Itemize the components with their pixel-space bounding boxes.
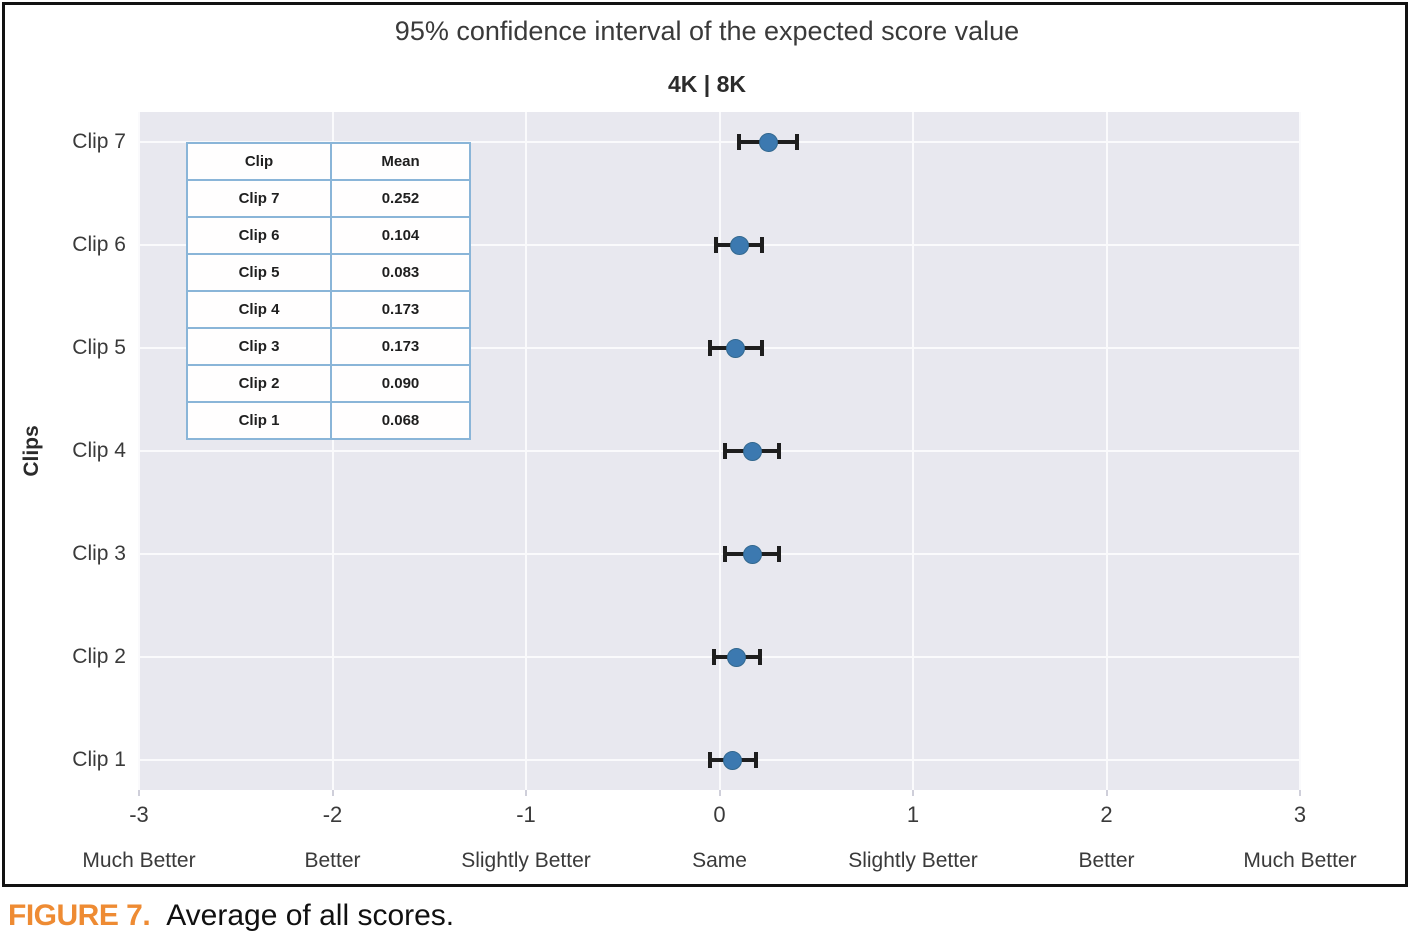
y-axis-tick-label: Clip 1 [72, 748, 126, 771]
x-axis-tick-label: -2 [322, 802, 343, 827]
inset-table-clip-cell: Clip 1 [186, 401, 332, 440]
inset-table-clip-cell: Clip 6 [186, 216, 332, 255]
y-axis-tick-label: Clip 5 [72, 336, 126, 359]
inset-table-row: Clip 4 0.173 [186, 290, 471, 329]
confidence-interval-cap-right [760, 237, 765, 253]
confidence-interval-cap-left [711, 649, 716, 665]
inset-table-row: Clip 1 0.068 [186, 401, 471, 440]
y-axis-tick-label: Clip 3 [72, 542, 126, 565]
inset-table-mean-cell: 0.252 [330, 179, 471, 218]
confidence-interval-cap-right [754, 752, 759, 768]
mean-data-point [727, 647, 747, 667]
inset-table-mean-cell: 0.173 [330, 327, 471, 366]
confidence-interval-cap-left [736, 134, 741, 150]
x-axis-tick-mark [1299, 790, 1301, 796]
chart-subtitle: 4K | 8K [667, 71, 747, 97]
figure-caption-text: Average of all scores. [166, 899, 455, 932]
y-axis-tick-label: Clip 6 [72, 233, 126, 256]
y-axis-tick-label: Clip 2 [72, 645, 126, 668]
inset-table-mean-cell: 0.090 [330, 364, 471, 403]
mean-data-point [730, 235, 750, 255]
x-axis-tick-label: -1 [516, 802, 536, 827]
inset-table-head: Clip Mean [186, 142, 471, 181]
confidence-interval-cap-right [758, 649, 763, 665]
confidence-interval-cap-right [794, 134, 799, 150]
inset-table-row: Clip 5 0.083 [186, 253, 471, 292]
chart-title: 95% confidence interval of the expected … [394, 16, 1020, 46]
inset-table-row: Clip 2 0.090 [186, 364, 471, 403]
confidence-interval-cap-right [777, 443, 782, 459]
inset-table-clip-cell: Clip 3 [186, 327, 332, 366]
inset-table-row: Clip 7 0.252 [186, 179, 471, 218]
inset-table-clip-cell: Clip 2 [186, 364, 332, 403]
y-axis-tick-label: Clip 4 [72, 439, 126, 462]
x-axis-category-label: Slightly Better [461, 849, 591, 872]
vertical-gridline [1299, 112, 1301, 790]
inset-table-mean-cell: 0.083 [330, 253, 471, 292]
x-axis-category-label: Same [692, 849, 747, 872]
inset-table-clip-cell: Clip 5 [186, 253, 332, 292]
x-axis-tick-mark [1105, 790, 1108, 796]
x-axis-tick-label: 1 [906, 802, 920, 827]
figure-caption: FIGURE 7. Average of all scores. [8, 899, 454, 933]
x-axis-category-label: Better [1078, 849, 1135, 872]
inset-table-clip-cell: Clip 7 [186, 179, 332, 218]
x-axis-tick-label: 0 [713, 802, 726, 827]
confidence-interval-cap-right [760, 340, 765, 356]
inset-table-mean-cell: 0.068 [330, 401, 471, 440]
inset-table-header-cell: Mean [330, 142, 471, 181]
x-axis-category-label: Much Better [1243, 849, 1357, 872]
inset-table-mean-cell: 0.104 [330, 216, 471, 255]
x-axis-tick-mark [912, 790, 914, 796]
mean-data-point [743, 544, 763, 564]
mean-data-point [758, 132, 778, 152]
inset-table-row: Clip 6 0.104 [186, 216, 471, 255]
confidence-interval-cap-left [723, 443, 728, 459]
horizontal-gridline [139, 553, 1300, 555]
mean-data-point [723, 750, 743, 770]
x-axis-category-label: Better [304, 849, 361, 872]
confidence-interval-cap-left [707, 752, 712, 768]
confidence-interval-cap-left [707, 340, 712, 356]
inset-table-header-row: Clip Mean [186, 142, 471, 181]
horizontal-gridline [139, 141, 1300, 143]
inset-mean-table: Clip Mean Clip 7 0.252 Clip 6 0.104 Clip 5 0.0… [186, 142, 471, 440]
x-axis-tick-mark [525, 790, 527, 796]
x-axis-category-label: Slightly Better [848, 849, 978, 872]
confidence-interval-cap-left [713, 237, 718, 253]
inset-table-row: Clip 3 0.173 [186, 327, 471, 366]
x-axis-category-label: Much Better [82, 849, 196, 872]
x-axis-tick-label: -3 [129, 802, 149, 827]
inset-table-clip-cell: Clip 4 [186, 290, 332, 329]
inset-table-header-cell: Clip [186, 142, 332, 181]
figure-caption-label: FIGURE 7. [8, 899, 151, 932]
x-axis-tick-mark [331, 790, 334, 796]
confidence-interval-cap-left [723, 546, 728, 562]
mean-data-point [743, 441, 763, 461]
x-axis-tick-mark [138, 790, 140, 796]
x-axis-tick-label: 2 [1100, 802, 1113, 827]
y-axis-tick-label: Clip 7 [72, 130, 126, 153]
inset-table-mean-cell: 0.173 [330, 290, 471, 329]
confidence-interval-cap-right [777, 546, 782, 562]
mean-data-point [726, 338, 746, 358]
x-axis-tick-mark [718, 790, 721, 796]
x-axis-tick-label: 3 [1293, 802, 1307, 827]
horizontal-gridline [139, 450, 1300, 452]
